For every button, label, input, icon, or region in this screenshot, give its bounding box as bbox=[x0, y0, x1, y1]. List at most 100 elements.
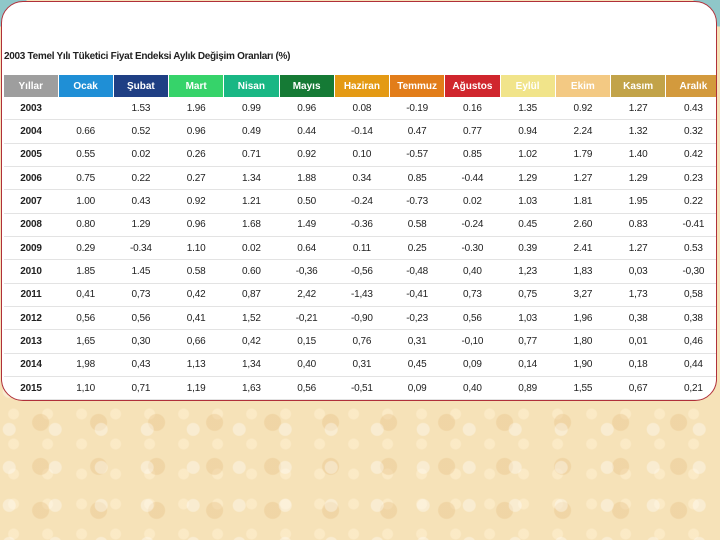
value-cell: 0.27 bbox=[168, 166, 224, 191]
value-cell: 0.16 bbox=[444, 97, 500, 121]
value-cell: -0.24 bbox=[334, 189, 390, 214]
value-cell: -0.36 bbox=[334, 213, 390, 238]
value-cell: 0.43 bbox=[113, 189, 169, 214]
column-header: Aralık bbox=[665, 75, 716, 97]
value-cell: -0,21 bbox=[279, 306, 335, 331]
value-cell: -0,10 bbox=[444, 329, 500, 354]
value-cell: 0,41 bbox=[168, 306, 224, 331]
value-cell: 0.66 bbox=[58, 119, 114, 144]
value-cell: -0,02 bbox=[113, 399, 169, 400]
value-cell: 1,96 bbox=[555, 306, 611, 331]
value-cell: 0,45 bbox=[389, 353, 445, 378]
value-cell: 1.49 bbox=[279, 213, 335, 238]
value-cell: 1.96 bbox=[168, 97, 224, 121]
value-cell: 0.45 bbox=[500, 213, 556, 238]
value-cell: 0,77 bbox=[500, 329, 556, 354]
value-cell: 1,23 bbox=[500, 259, 556, 284]
value-cell: 0,41 bbox=[58, 283, 114, 308]
column-header: Eylül bbox=[500, 75, 556, 97]
value-cell: 0.42 bbox=[665, 143, 716, 168]
value-cell: 0.96 bbox=[279, 97, 335, 121]
value-cell: 0,56 bbox=[444, 306, 500, 331]
value-cell: -0.34 bbox=[113, 236, 169, 261]
value-cell: 1,90 bbox=[555, 353, 611, 378]
value-cell: 1.34 bbox=[223, 166, 279, 191]
value-cell: 0.99 bbox=[223, 97, 279, 121]
table-row: 2008 0.80 1.29 0.96 1.68 1.49 -0.36 0.58 -0.24 0.… bbox=[4, 213, 716, 238]
value-cell: 0,67 bbox=[610, 376, 666, 400]
column-header: Haziran bbox=[334, 75, 391, 97]
year-cell: 2016 bbox=[4, 399, 58, 400]
value-cell: -0.41 bbox=[665, 213, 716, 238]
value-cell: 1,63 bbox=[223, 376, 279, 400]
value-cell bbox=[665, 399, 716, 400]
value-cell: 0,71 bbox=[113, 376, 169, 400]
value-cell: -0.44 bbox=[444, 166, 500, 191]
column-header: Ocak bbox=[58, 75, 114, 97]
value-cell: -0,48 bbox=[389, 259, 445, 284]
value-cell bbox=[444, 399, 500, 400]
value-cell: 0,42 bbox=[223, 329, 279, 354]
value-cell: 0.92 bbox=[555, 97, 611, 121]
value-cell: 0,73 bbox=[444, 283, 500, 308]
value-cell: 0.71 bbox=[223, 143, 279, 168]
value-cell: 0,89 bbox=[500, 376, 556, 400]
value-cell: 0.96 bbox=[168, 119, 224, 144]
value-cell: 2,42 bbox=[279, 283, 335, 308]
value-cell: 0.10 bbox=[334, 143, 390, 168]
value-cell: 0.94 bbox=[500, 119, 556, 144]
column-header: Ekim bbox=[555, 75, 612, 97]
value-cell: -0.14 bbox=[334, 119, 390, 144]
value-cell: 0.02 bbox=[223, 236, 279, 261]
value-cell: 0,56 bbox=[58, 306, 114, 331]
value-cell: 0,21 bbox=[665, 376, 716, 400]
value-cell: 0,58 bbox=[665, 283, 716, 308]
value-cell: 0,44 bbox=[665, 353, 716, 378]
value-cell: -0,56 bbox=[334, 259, 390, 284]
value-cell bbox=[389, 399, 445, 400]
table-row: 2014 1,98 0,43 1,13 1,34 0,40 0,31 0,45 0,09 0,14… bbox=[4, 353, 716, 378]
value-cell: -0,51 bbox=[334, 376, 390, 400]
value-cell bbox=[555, 399, 611, 400]
year-cell: 2014 bbox=[4, 353, 58, 378]
value-cell: 0.34 bbox=[334, 166, 390, 191]
value-cell: 1.40 bbox=[610, 143, 666, 168]
value-cell: 0.58 bbox=[168, 259, 224, 284]
value-cell: 0.50 bbox=[279, 189, 335, 214]
value-cell: 1.68 bbox=[223, 213, 279, 238]
value-cell: 1,03 bbox=[500, 306, 556, 331]
value-cell: -0.24 bbox=[444, 213, 500, 238]
value-cell: 0,75 bbox=[500, 283, 556, 308]
value-cell: 0.47 bbox=[389, 119, 445, 144]
value-cell: 1.27 bbox=[610, 236, 666, 261]
value-cell: 0,30 bbox=[113, 329, 169, 354]
value-cell: 0,58 bbox=[279, 399, 335, 400]
table-row: 2015 1,10 0,71 1,19 1,63 0,56 -0,51 0,09 0,40 0,8… bbox=[4, 376, 716, 400]
value-cell: 0.64 bbox=[279, 236, 335, 261]
year-cell: 2005 bbox=[4, 143, 58, 168]
value-cell: 1,34 bbox=[223, 353, 279, 378]
value-cell: 0,14 bbox=[500, 353, 556, 378]
value-cell: 0.39 bbox=[500, 236, 556, 261]
column-header: Kasım bbox=[610, 75, 667, 97]
value-cell: 0.80 bbox=[58, 213, 114, 238]
value-cell: 0,40 bbox=[444, 259, 500, 284]
year-cell: 2013 bbox=[4, 329, 58, 354]
value-cell: -0,04 bbox=[168, 399, 224, 400]
year-cell: 2015 bbox=[4, 376, 58, 400]
value-cell: 1,73 bbox=[610, 283, 666, 308]
value-cell: 1,55 bbox=[555, 376, 611, 400]
value-cell: 2.41 bbox=[555, 236, 611, 261]
value-cell: 0.49 bbox=[223, 119, 279, 144]
value-cell: 1.53 bbox=[113, 97, 169, 121]
year-cell: 2003 bbox=[4, 97, 58, 121]
value-cell: 0.23 bbox=[665, 166, 716, 191]
year-cell: 2007 bbox=[4, 189, 58, 214]
table-row: 2007 1.00 0.43 0.92 1.21 0.50 -0.24 -0.73 0.02 1.… bbox=[4, 189, 716, 214]
value-cell: 0,40 bbox=[444, 376, 500, 400]
value-cell: -0,36 bbox=[279, 259, 335, 284]
value-cell: 0.92 bbox=[168, 189, 224, 214]
value-cell bbox=[610, 399, 666, 400]
value-cell: 0,15 bbox=[279, 329, 335, 354]
value-cell: 1.85 bbox=[58, 259, 114, 284]
